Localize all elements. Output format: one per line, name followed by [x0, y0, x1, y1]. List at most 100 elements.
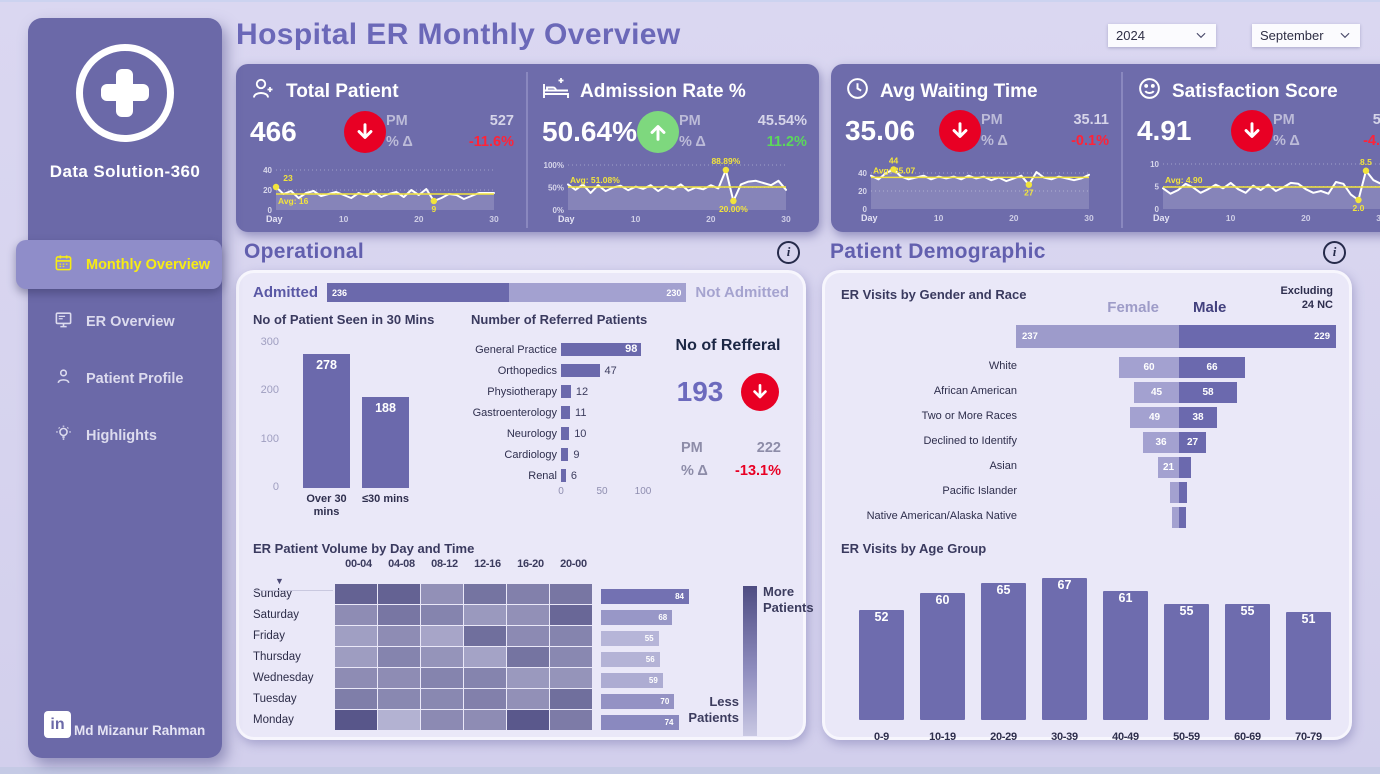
male-bar-African American[interactable]: 58 [1179, 382, 1237, 403]
bar-age-10-19[interactable]: 60 [920, 593, 965, 720]
bar-age-20-29[interactable]: 65 [981, 582, 1026, 720]
heatmap-cell-Tuesday-16-20[interactable] [507, 689, 549, 709]
heatmap-cell-Monday-20-00[interactable] [550, 710, 592, 730]
bar-age-40-49[interactable]: 61 [1103, 591, 1148, 720]
satisfaction-sparkline[interactable]: 10 5 0 Avg: 4.90 8.5 2.0 Day 10 20 30 [1137, 153, 1380, 225]
admitted-segment[interactable]: 236 [327, 283, 509, 302]
heatmap-cell-Wednesday-04-08[interactable] [378, 668, 420, 688]
year-dropdown[interactable]: 2024 [1108, 23, 1216, 47]
bar-Gastroenterology[interactable] [561, 406, 571, 419]
heatmap-cell-Wednesday-12-16[interactable] [464, 668, 506, 688]
female-bar-Native American/Alaska Native[interactable] [1172, 507, 1179, 528]
female-total-segment[interactable]: 237 [1016, 325, 1179, 348]
heatmap-cell-Sunday-04-08[interactable] [378, 584, 420, 604]
bar-≤30 mins[interactable]: 188 [362, 397, 409, 488]
heatmap-cell-Monday-04-08[interactable] [378, 710, 420, 730]
day-total-bar-Tuesday[interactable]: 70 [601, 694, 675, 709]
sidebar-item-er-overview[interactable]: ER Overview [28, 297, 222, 346]
heatmap-cell-Sunday-16-20[interactable] [507, 584, 549, 604]
heatmap-cell-Monday-08-12[interactable] [421, 710, 463, 730]
heatmap-cell-Saturday-20-00[interactable] [550, 605, 592, 625]
heatmap-cell-Tuesday-00-04[interactable] [335, 689, 377, 709]
bar-age-60-69[interactable]: 55 [1225, 603, 1270, 720]
bar-Over 30 mins[interactable]: 278 [303, 353, 350, 488]
day-total-bar-Wednesday[interactable]: 59 [601, 673, 663, 688]
heatmap-cell-Thursday-20-00[interactable] [550, 647, 592, 667]
bar-Renal[interactable] [561, 469, 566, 482]
heatmap-cell-Tuesday-12-16[interactable] [464, 689, 506, 709]
female-bar-Asian[interactable]: 21 [1158, 457, 1179, 478]
heatmap-cell-Wednesday-08-12[interactable] [421, 668, 463, 688]
bar-age-50-59[interactable]: 55 [1164, 603, 1209, 720]
sidebar-item-highlights[interactable]: Highlights [28, 411, 222, 460]
heatmap-sort-caret-icon[interactable]: ▼ [275, 576, 284, 586]
female-bar-African American[interactable]: 45 [1134, 382, 1179, 403]
heatmap-cell-Sunday-08-12[interactable] [421, 584, 463, 604]
heatmap-cell-Friday-12-16[interactable] [464, 626, 506, 646]
bar-Cardiology[interactable] [561, 448, 569, 461]
heatmap-cell-Sunday-12-16[interactable] [464, 584, 506, 604]
heatmap-cell-Friday-20-00[interactable] [550, 626, 592, 646]
heatmap-cell-Tuesday-20-00[interactable] [550, 689, 592, 709]
heatmap-cell-Friday-00-04[interactable] [335, 626, 377, 646]
heatmap-cell-Thursday-16-20[interactable] [507, 647, 549, 667]
heatmap-cell-Wednesday-20-00[interactable] [550, 668, 592, 688]
female-bar-White[interactable]: 60 [1119, 357, 1179, 378]
male-bar-Pacific Islander[interactable] [1179, 482, 1187, 503]
female-bar-Declined to Identify[interactable]: 36 [1143, 432, 1179, 453]
male-bar-Declined to Identify[interactable]: 27 [1179, 432, 1206, 453]
male-bar-Two or More Races[interactable]: 38 [1179, 407, 1217, 428]
info-icon[interactable]: i [1323, 240, 1346, 264]
heatmap-cell-Friday-08-12[interactable] [421, 626, 463, 646]
info-icon[interactable]: i [777, 240, 800, 264]
heatmap-cell-Wednesday-16-20[interactable] [507, 668, 549, 688]
sidebar-item-patient-profile[interactable]: Patient Profile [28, 354, 222, 403]
heatmap-cell-Thursday-12-16[interactable] [464, 647, 506, 667]
not-admitted-segment[interactable]: 230 [509, 283, 687, 302]
day-total-bar-Saturday[interactable]: 68 [601, 610, 673, 625]
admitted-stacked-bar[interactable]: 236 230 [327, 283, 687, 302]
heatmap-cell-Saturday-08-12[interactable] [421, 605, 463, 625]
bar-age-30-39[interactable]: 67 [1042, 578, 1087, 720]
sidebar-item-monthly-overview[interactable]: Monthly Overview [16, 240, 222, 289]
heatmap-cell-Saturday-00-04[interactable] [335, 605, 377, 625]
heatmap-cell-Thursday-00-04[interactable] [335, 647, 377, 667]
bar-age-0-9[interactable]: 52 [859, 610, 904, 720]
heatmap-cell-Monday-00-04[interactable] [335, 710, 377, 730]
heatmap-cell-Saturday-12-16[interactable] [464, 605, 506, 625]
day-total-bar-Friday[interactable]: 55 [601, 631, 659, 646]
sidebar-footer[interactable]: in Md Mizanur Rahman [44, 711, 205, 738]
female-bar-Two or More Races[interactable]: 49 [1130, 407, 1179, 428]
heatmap-cell-Sunday-20-00[interactable] [550, 584, 592, 604]
bar-Physiotherapy[interactable] [561, 385, 571, 398]
bar-Orthopedics[interactable] [561, 364, 600, 377]
day-total-bar-Monday[interactable]: 74 [601, 715, 679, 730]
heatmap-cell-Friday-16-20[interactable] [507, 626, 549, 646]
heatmap-cell-Thursday-08-12[interactable] [421, 647, 463, 667]
bar-age-70-79[interactable]: 51 [1286, 612, 1331, 720]
male-bar-White[interactable]: 66 [1179, 357, 1245, 378]
heatmap-cell-Thursday-04-08[interactable] [378, 647, 420, 667]
heatmap-cell-Tuesday-04-08[interactable] [378, 689, 420, 709]
bar-General Practice[interactable]: 98 [561, 343, 642, 356]
heatmap-cell-Monday-16-20[interactable] [507, 710, 549, 730]
heatmap-cell-Sunday-00-04[interactable] [335, 584, 377, 604]
heatmap-cell-Wednesday-00-04[interactable] [335, 668, 377, 688]
male-bar-Native American/Alaska Native[interactable] [1179, 507, 1186, 528]
admission-rate-sparkline[interactable]: 100% 50% 0% Avg: 51.08% 88.89% 20.00% Day 10 20 3… [542, 154, 794, 226]
day-total-bar-Thursday[interactable]: 56 [601, 652, 660, 667]
female-bar-Pacific Islander[interactable] [1170, 482, 1179, 503]
linkedin-icon[interactable]: in [44, 711, 71, 738]
male-bar-Asian[interactable] [1179, 457, 1191, 478]
heatmap-cell-Friday-04-08[interactable] [378, 626, 420, 646]
day-total-bar-Sunday[interactable]: 84 [601, 589, 689, 604]
total-patient-sparkline[interactable]: 40 20 0 Avg: 16 23 9 Day 10 20 30 [250, 154, 502, 226]
heatmap-cell-Tuesday-08-12[interactable] [421, 689, 463, 709]
month-dropdown[interactable]: September [1252, 23, 1360, 47]
male-total-segment[interactable]: 229 [1179, 325, 1336, 348]
bar-Neurology[interactable] [561, 427, 570, 440]
heatmap-cell-Saturday-16-20[interactable] [507, 605, 549, 625]
heatmap-cell-Monday-12-16[interactable] [464, 710, 506, 730]
heatmap-cell-Saturday-04-08[interactable] [378, 605, 420, 625]
